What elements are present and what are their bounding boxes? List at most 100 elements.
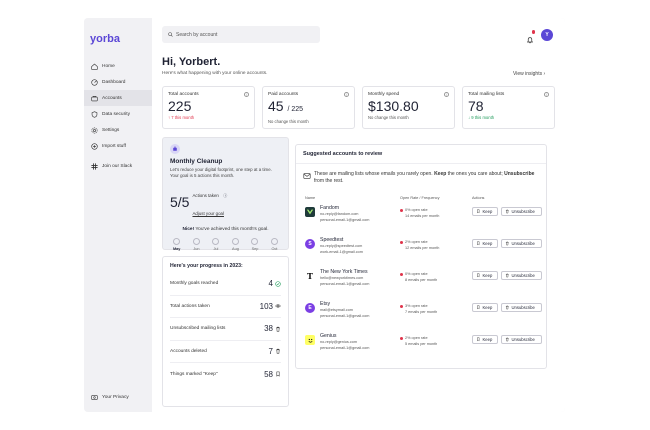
- account-email: mail@etsymail.com: [320, 308, 353, 312]
- actions-taken-value: 5/5: [170, 194, 190, 210]
- sidebar-item-import[interactable]: Import stuff: [84, 138, 152, 154]
- open-rate: 2% open rate 12 emails per month: [400, 239, 439, 251]
- keep-button[interactable]: Keep: [472, 207, 498, 216]
- genius-logo-icon: [305, 335, 315, 345]
- page-title: Hi, Yorbert.: [162, 56, 221, 68]
- open-rate: 2% open rate 5 emails per month: [400, 335, 437, 347]
- arrow-down-icon: ↓: [468, 115, 471, 120]
- month-label: Jun: [193, 247, 200, 251]
- table-row: E Etsy mail@etsymail.com personal-email-…: [296, 299, 548, 331]
- info-icon[interactable]: ⓘ: [223, 193, 228, 198]
- search-placeholder: Search by account: [176, 31, 218, 38]
- stat-label: Monthly spend: [368, 92, 400, 97]
- avatar[interactable]: Y: [541, 29, 553, 41]
- broom-icon: [170, 144, 180, 154]
- sidebar-item-settings[interactable]: Settings: [84, 122, 152, 138]
- sidebar-item-accounts[interactable]: Accounts: [84, 90, 152, 106]
- unsubscribe-button[interactable]: Unsubscribe: [501, 303, 542, 312]
- info-icon[interactable]: i: [444, 92, 449, 97]
- account-email: no-reply@speedtest.com: [320, 244, 363, 248]
- search-input[interactable]: Search by account: [162, 26, 320, 43]
- progress-row: Accounts deleted 7: [170, 341, 281, 363]
- info-icon[interactable]: i: [544, 92, 549, 97]
- notification-button[interactable]: [526, 30, 535, 44]
- account-email: personal-email-1@gmail.com: [320, 314, 370, 318]
- dashboard-icon: [90, 78, 98, 86]
- keep-button[interactable]: Keep: [472, 303, 498, 312]
- progress-label: Unsubscribed mailing lists: [170, 326, 226, 332]
- month-circle: [173, 238, 181, 245]
- status-dot: [400, 336, 403, 340]
- status-dot: [400, 240, 403, 244]
- sidebar-item-label: Import stuff: [102, 143, 126, 149]
- trash-icon: [505, 305, 509, 310]
- monthly-cleanup-card: Monthly Cleanup Let's reduce your digita…: [162, 137, 289, 251]
- month-label: Aug: [232, 247, 239, 251]
- sidebar-item-data-security[interactable]: Data security: [84, 106, 152, 122]
- sidebar-item-slack[interactable]: Join our Slack: [84, 158, 152, 174]
- sidebar-item-home[interactable]: Home: [84, 58, 152, 74]
- trash-icon: [276, 326, 280, 332]
- month-label: May: [173, 247, 181, 251]
- progress-row: Total actions taken 103: [170, 296, 281, 318]
- account-name: Etsy: [320, 301, 331, 307]
- sidebar-item-label: Settings: [102, 127, 120, 133]
- unsubscribe-button[interactable]: Unsubscribe: [501, 335, 542, 344]
- stat-label: Total mailing lists: [468, 92, 505, 97]
- progress-value: 4: [269, 279, 281, 288]
- sidebar-item-dashboard[interactable]: Dashboard: [84, 74, 152, 90]
- sidebar-item-privacy[interactable]: Your Privacy: [90, 393, 129, 401]
- unsubscribe-button[interactable]: Unsubscribe: [501, 271, 542, 280]
- cleanup-title: Monthly Cleanup: [170, 158, 223, 165]
- gear-icon: [90, 126, 98, 134]
- stat-value: 78: [468, 98, 484, 114]
- notification-dot: [531, 30, 535, 34]
- progress-value: 103: [260, 302, 281, 311]
- bookmark-icon: [276, 371, 280, 377]
- actions-taken-text: Actions taken ⓘ Adjust your goal: [192, 184, 227, 220]
- status-dot: [400, 208, 403, 212]
- achieved-message: Nice! You've achieved this month's goal.: [182, 227, 269, 232]
- trash-icon: [505, 209, 509, 214]
- table-row: Fandom no-reply@fandom.com personal-emai…: [296, 203, 548, 235]
- import-icon: [90, 142, 98, 150]
- account-name: Genius: [320, 333, 337, 339]
- column-header-rate: Open Rate / Frequency: [400, 196, 440, 200]
- search-icon: [168, 32, 173, 37]
- bookmark-icon: [477, 241, 480, 246]
- stat-change: ↓ 9 this month: [468, 115, 495, 120]
- unsubscribe-button[interactable]: Unsubscribe: [501, 207, 542, 216]
- stat-value: $130.80: [368, 98, 419, 114]
- home-icon: [90, 62, 98, 70]
- actions-taken-label: Actions taken: [192, 193, 219, 198]
- adjust-goal-link[interactable]: Adjust your goal: [192, 211, 224, 216]
- month-circle: [270, 238, 278, 245]
- stat-label: Paid accounts: [268, 92, 299, 97]
- info-icon[interactable]: i: [244, 92, 249, 97]
- month-circle: [192, 238, 200, 245]
- trash-icon: [505, 273, 509, 278]
- bell-icon: [526, 37, 534, 44]
- shield-icon: [90, 110, 98, 118]
- keep-button[interactable]: Keep: [472, 239, 498, 248]
- fandom-logo-icon: [305, 207, 315, 217]
- account-email: work-email-1@gmail.com: [320, 250, 363, 254]
- info-icon[interactable]: i: [344, 92, 349, 97]
- account-email: personal-email-1@gmail.com: [320, 218, 370, 222]
- unsubscribe-button[interactable]: Unsubscribe: [501, 239, 542, 248]
- account-name: Fandom: [320, 205, 340, 211]
- progress-value: 38: [264, 324, 281, 333]
- stat-change: No change this month: [268, 119, 309, 124]
- sidebar-item-label: Data security: [102, 111, 130, 117]
- view-insights-link[interactable]: View insights ›: [513, 71, 546, 77]
- keep-button[interactable]: Keep: [472, 271, 498, 280]
- open-rate: 0% open rate 8 emails per month: [400, 271, 437, 283]
- stat-card-mailing-lists: Total mailing lists i 78 ↓ 9 this month: [462, 86, 555, 129]
- table-row: Genius no-reply@genius.com personal-emai…: [296, 331, 548, 363]
- keep-button[interactable]: Keep: [472, 335, 498, 344]
- sidebar-nav: Home Dashboard Accounts Data security Se…: [84, 58, 152, 174]
- app-logo[interactable]: yorba: [90, 33, 120, 45]
- month-label: Jul: [213, 247, 219, 251]
- stat-label: Total accounts: [168, 92, 199, 97]
- mail-icon: [303, 173, 311, 179]
